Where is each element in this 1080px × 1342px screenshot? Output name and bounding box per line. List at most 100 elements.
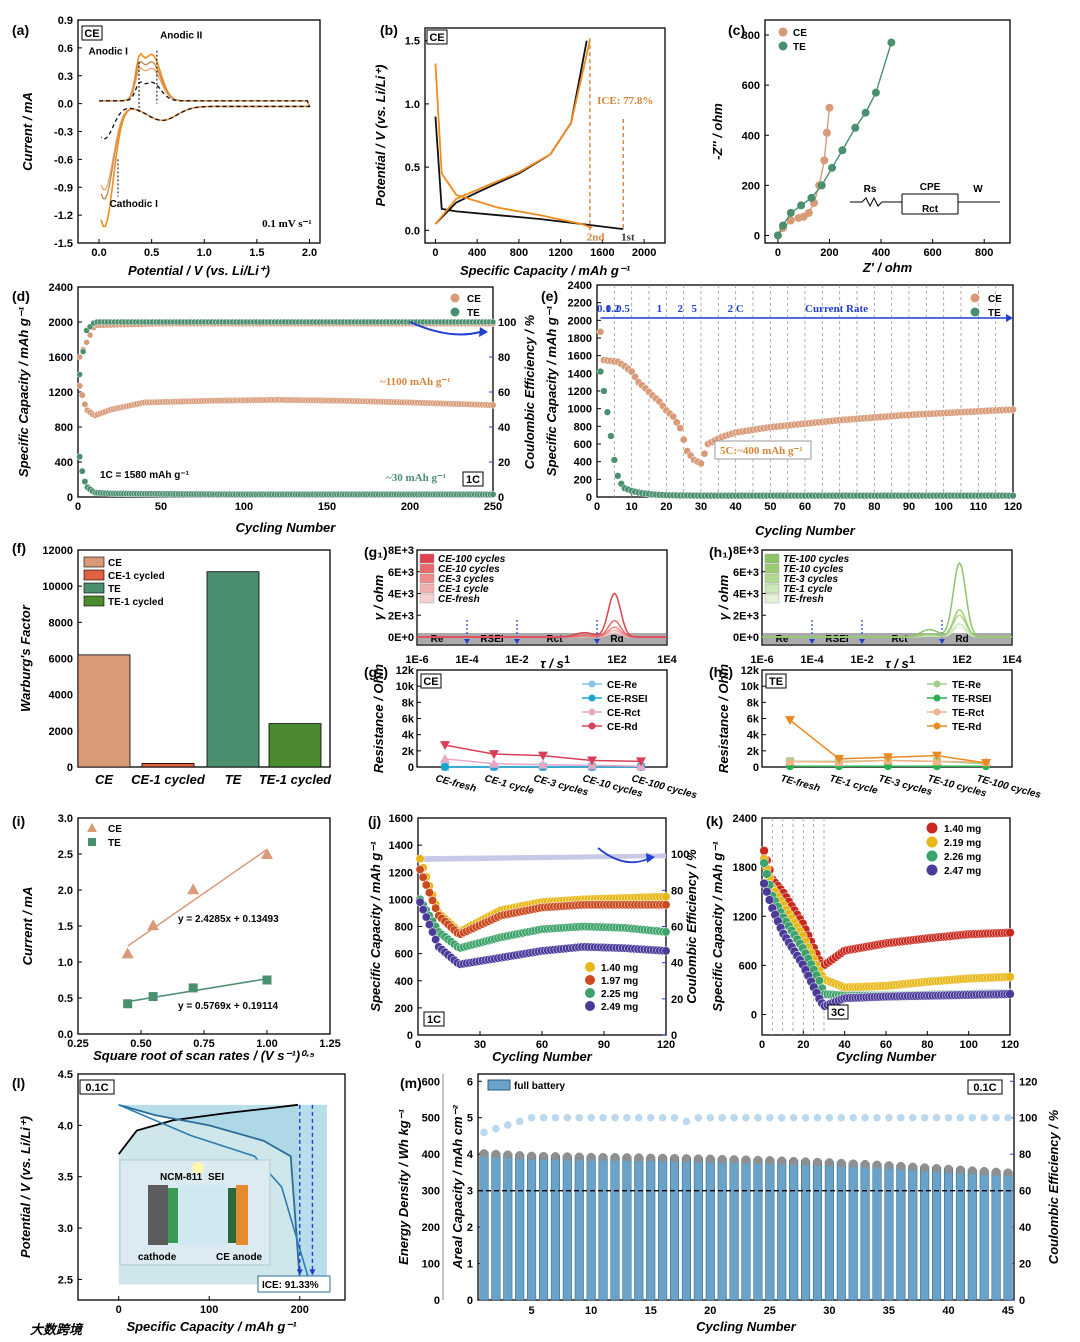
res-ytick: 2k <box>402 746 415 758</box>
panel-m-y2tick: 60 <box>1019 1186 1031 1198</box>
k-mass-loading-point <box>759 858 769 868</box>
tau-xtick: 1 <box>564 654 570 666</box>
ce-peak-point <box>147 919 160 931</box>
tau-xtick: 1E-2 <box>850 654 873 666</box>
legend-te-marker <box>450 307 460 317</box>
panel-b-xtick: 1200 <box>548 247 572 259</box>
k-legend-marker <box>926 850 938 862</box>
energy-density-point <box>968 1166 977 1175</box>
k-mass-loading-point <box>1005 989 1015 999</box>
coulombic-efficiency-point <box>658 1113 667 1122</box>
res-xcat: TE-fresh <box>779 773 821 794</box>
panel-j-ytick: 800 <box>395 922 413 934</box>
panel-j-y2tick: 100 <box>671 849 689 861</box>
panel-e-xtick: 80 <box>868 501 880 513</box>
areal-capacity-bar <box>610 1156 620 1301</box>
panel-c-ytick: 800 <box>742 30 760 42</box>
areal-capacity-bar <box>848 1162 858 1301</box>
ce-nyquist-point <box>820 156 829 165</box>
panel-b-tag: CE <box>429 32 444 44</box>
panel-c-xlabel: Z' / ohm <box>862 260 913 275</box>
drt-legend-text: TE-fresh <box>783 594 824 605</box>
panel-f-ytick: 0 <box>67 762 73 774</box>
panel-a-xtick: 0.5 <box>144 247 159 259</box>
mass-loading-point <box>428 927 437 937</box>
panel-d-ytick: 1200 <box>49 387 73 399</box>
legend-ce-text: CE <box>988 294 1002 305</box>
legend-ce-marker <box>87 823 97 832</box>
panel-e-ytick: 0 <box>586 492 592 504</box>
ce-rate-point <box>627 367 636 376</box>
areal-capacity-bar <box>836 1161 846 1301</box>
coulombic-efficiency-point <box>682 1117 691 1126</box>
j-legend-marker <box>585 1001 595 1011</box>
coulombic-efficiency-point <box>694 1113 703 1122</box>
panel-j-y2tick: 80 <box>671 885 683 897</box>
ce-capacity-point <box>78 391 86 399</box>
resistance-point <box>441 763 449 771</box>
panel-c-xtick: 600 <box>923 247 941 259</box>
ce-rate-point <box>596 327 605 336</box>
panel-j-xtick: 120 <box>657 1039 675 1051</box>
drt-legend-text: TE-100 cycles <box>783 554 850 565</box>
panel-j-ytick: 200 <box>395 1003 413 1015</box>
panel-j-tag: 1C <box>427 1014 441 1026</box>
tau-xtick: 1E-6 <box>750 654 773 666</box>
drt-curve <box>762 561 1012 638</box>
panel-f-legend: CE-1 cycled <box>108 571 165 582</box>
te-nyquist-point <box>773 231 782 240</box>
coulombic-efficiency-point <box>777 1113 786 1122</box>
panel-b-xtick: 400 <box>468 247 486 259</box>
panel-d-ytick: 400 <box>55 457 73 469</box>
panel-m-y2tick: 80 <box>1019 1149 1031 1161</box>
panel-c-ytick: 0 <box>754 230 760 242</box>
areal-capacity-bar <box>479 1152 489 1301</box>
panel-k-xtick: 120 <box>1001 1039 1019 1051</box>
res-legend-text: TE-Rd <box>952 722 981 733</box>
coulombic-efficiency-point <box>754 1113 762 1122</box>
panel-c-xtick: 400 <box>872 247 890 259</box>
panel-l-tag: 0.1C <box>85 1082 108 1094</box>
panel-m-xtick: 45 <box>1002 1305 1014 1317</box>
panel-e-xtick: 30 <box>695 501 707 513</box>
cv-curve <box>99 67 311 191</box>
drt-legend-text: CE-10 cycles <box>438 564 500 575</box>
panel-b-xtick: 1600 <box>590 247 614 259</box>
te-rate-point <box>614 472 622 480</box>
panel-m-ytick: 1 <box>467 1259 473 1271</box>
ce-peak-point <box>187 883 200 895</box>
j-legend-text: 1.97 mg <box>601 976 638 987</box>
panel-d-xtick: 50 <box>155 501 167 513</box>
resistance-point <box>932 756 942 766</box>
res-legend-marker <box>588 680 596 688</box>
panel-i-xtick: 0.25 <box>67 1038 88 1050</box>
drt-divider-arrow <box>939 639 945 644</box>
panel-m-y2tick: 100 <box>1019 1113 1037 1125</box>
k-legend-text: 2.26 mg <box>944 852 981 863</box>
k-legend-text: 1.40 mg <box>944 824 981 835</box>
res-ytick: 6k <box>747 714 760 726</box>
energy-density-point <box>836 1158 846 1168</box>
panel-f-ytick: 6000 <box>49 654 73 666</box>
panel-m-label: (m) <box>400 1075 422 1091</box>
ce-capacity-point <box>81 400 89 408</box>
areal-capacity-bar <box>812 1160 823 1301</box>
res-legend-marker <box>933 722 941 730</box>
ce-rate-point <box>669 412 678 421</box>
panel-b-ytick: 1.5 <box>405 36 420 48</box>
drt-divider-arrow <box>514 639 520 644</box>
mass-loading-point <box>418 905 428 915</box>
panel-i-xlabel: Square root of scan rates / (V s⁻¹)⁰·⁵ <box>93 1048 315 1063</box>
ce-rate-point <box>697 459 705 468</box>
ce-efficiency-point <box>83 339 90 346</box>
areal-capacity-bar <box>741 1158 751 1301</box>
areal-capacity-bar <box>681 1157 691 1301</box>
areal-capacity-bar <box>920 1166 930 1301</box>
voltage-curve-1 <box>434 116 624 230</box>
panel-m-y2tick: 0 <box>1019 1295 1025 1307</box>
panel-j-ytick: 1400 <box>389 840 413 852</box>
resistance-point <box>489 750 499 760</box>
panel-f-legend: CE <box>108 558 122 569</box>
warburg-bar <box>141 762 195 768</box>
te-nyquist-point <box>786 208 795 217</box>
